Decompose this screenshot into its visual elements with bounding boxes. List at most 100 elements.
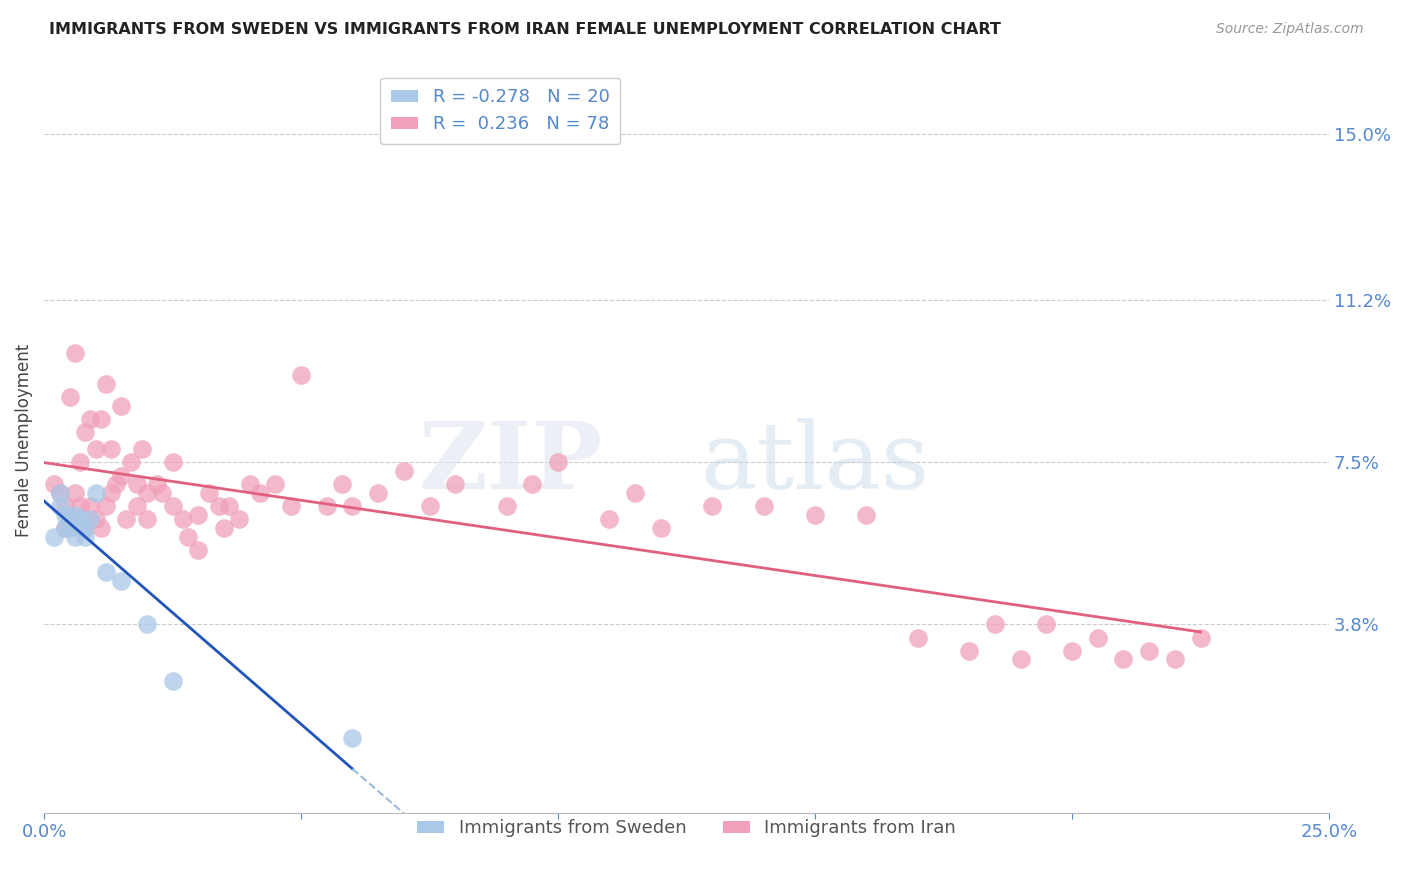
Point xyxy=(63,486,86,500)
Point xyxy=(59,521,82,535)
Point xyxy=(957,643,980,657)
Point xyxy=(53,521,76,535)
Point xyxy=(53,521,76,535)
Point xyxy=(162,674,184,689)
Point xyxy=(79,499,101,513)
Point xyxy=(84,442,107,457)
Point xyxy=(1189,631,1212,645)
Point xyxy=(650,521,672,535)
Point xyxy=(522,477,544,491)
Point xyxy=(218,499,240,513)
Point xyxy=(1035,617,1057,632)
Point xyxy=(94,376,117,391)
Point xyxy=(59,512,82,526)
Point xyxy=(115,512,138,526)
Point xyxy=(855,508,877,522)
Point xyxy=(110,468,132,483)
Point xyxy=(69,499,91,513)
Point xyxy=(208,499,231,513)
Point xyxy=(75,530,97,544)
Point xyxy=(624,486,647,500)
Point xyxy=(53,508,76,522)
Point xyxy=(84,486,107,500)
Point xyxy=(702,499,724,513)
Point xyxy=(187,508,209,522)
Point xyxy=(59,390,82,404)
Point xyxy=(125,499,148,513)
Point xyxy=(197,486,219,500)
Point xyxy=(75,521,97,535)
Point xyxy=(48,486,70,500)
Point xyxy=(177,530,200,544)
Point xyxy=(187,543,209,558)
Text: atlas: atlas xyxy=(700,417,929,508)
Point xyxy=(69,512,91,526)
Point xyxy=(444,477,467,491)
Point xyxy=(150,486,173,500)
Point xyxy=(162,499,184,513)
Point xyxy=(146,477,169,491)
Point xyxy=(907,631,929,645)
Point xyxy=(1137,643,1160,657)
Point xyxy=(239,477,262,491)
Point xyxy=(63,508,86,522)
Point xyxy=(69,455,91,469)
Point xyxy=(162,455,184,469)
Point xyxy=(1087,631,1109,645)
Point xyxy=(315,499,337,513)
Point xyxy=(547,455,569,469)
Point xyxy=(804,508,827,522)
Point xyxy=(984,617,1007,632)
Point xyxy=(69,521,91,535)
Text: Source: ZipAtlas.com: Source: ZipAtlas.com xyxy=(1216,22,1364,37)
Point xyxy=(135,512,157,526)
Point xyxy=(392,464,415,478)
Point xyxy=(290,368,312,382)
Point xyxy=(342,499,364,513)
Point xyxy=(1060,643,1083,657)
Point xyxy=(100,486,122,500)
Point xyxy=(48,499,70,513)
Point xyxy=(94,565,117,579)
Point xyxy=(172,512,194,526)
Text: IMMIGRANTS FROM SWEDEN VS IMMIGRANTS FROM IRAN FEMALE UNEMPLOYMENT CORRELATION C: IMMIGRANTS FROM SWEDEN VS IMMIGRANTS FRO… xyxy=(49,22,1001,37)
Point xyxy=(44,477,66,491)
Legend: Immigrants from Sweden, Immigrants from Iran: Immigrants from Sweden, Immigrants from … xyxy=(411,812,963,845)
Point xyxy=(53,499,76,513)
Point xyxy=(135,617,157,632)
Point xyxy=(79,411,101,425)
Point xyxy=(752,499,775,513)
Point xyxy=(79,512,101,526)
Point xyxy=(105,477,128,491)
Point xyxy=(598,512,620,526)
Point xyxy=(84,512,107,526)
Point xyxy=(367,486,389,500)
Point xyxy=(48,486,70,500)
Point xyxy=(63,346,86,360)
Point xyxy=(1112,652,1135,666)
Point xyxy=(249,486,271,500)
Point xyxy=(264,477,287,491)
Point xyxy=(94,499,117,513)
Point xyxy=(90,411,112,425)
Point xyxy=(75,521,97,535)
Point xyxy=(280,499,302,513)
Point xyxy=(44,530,66,544)
Point xyxy=(131,442,153,457)
Point xyxy=(59,512,82,526)
Point xyxy=(125,477,148,491)
Point xyxy=(330,477,353,491)
Point xyxy=(342,731,364,746)
Point xyxy=(1164,652,1187,666)
Point xyxy=(110,574,132,588)
Point xyxy=(419,499,441,513)
Point xyxy=(228,512,250,526)
Text: ZIP: ZIP xyxy=(419,417,603,508)
Y-axis label: Female Unemployment: Female Unemployment xyxy=(15,344,32,537)
Point xyxy=(100,442,122,457)
Point xyxy=(121,455,143,469)
Point xyxy=(135,486,157,500)
Point xyxy=(212,521,235,535)
Point xyxy=(110,399,132,413)
Point xyxy=(495,499,517,513)
